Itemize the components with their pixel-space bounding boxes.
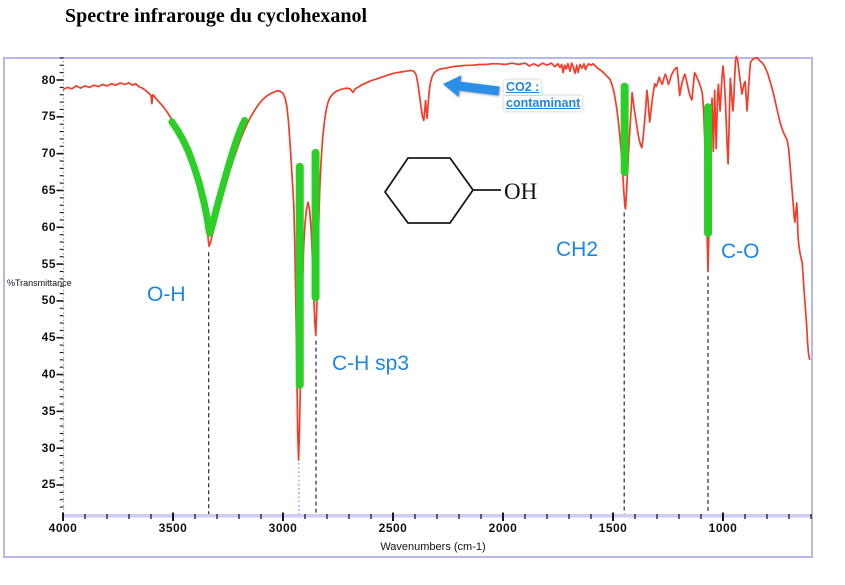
page-title: Spectre infrarouge du cyclohexanol [65,5,368,27]
y-tick-label-80: 80 [41,72,56,87]
y-tick-label-65: 65 [41,182,56,197]
co-peak-label: C-O [721,240,760,263]
y-tick-label-25: 25 [41,477,56,492]
y-axis-title: %Transmittance [7,278,72,288]
y-tick-label-75: 75 [41,109,56,124]
y-tick-label-50: 50 [41,293,56,308]
oh-peak-label: O-H [147,283,186,306]
y-tick-label-30: 30 [41,440,56,455]
x-tick-label-2000: 2000 [488,521,518,535]
chart-frame [3,57,813,558]
x-tick-label-4000: 4000 [48,521,78,535]
hydroxyl-group-label: OH [504,179,537,204]
y-tick-label-70: 70 [41,146,56,161]
co2-contaminant-note: CO2 : contaminant [504,80,583,112]
x-tick-label-1000: 1000 [708,521,738,535]
co2-note-line2: contaminant [504,96,583,111]
x-tick-label-3500: 3500 [158,521,188,535]
y-tick-label-35: 35 [41,403,56,418]
y-tick-label-55: 55 [41,256,56,271]
co2-note-line1: CO2 : [504,80,542,95]
x-tick-label-2500: 2500 [378,521,408,535]
peak-guide-lines [207,212,709,514]
x-tick-label-3000: 3000 [268,521,298,535]
ch2-peak-label: CH2 [556,238,599,261]
y-tick-label-45: 45 [41,330,56,345]
spectrum-curve [62,55,811,461]
axes-layer [56,57,812,521]
ir-transmittance-curve [62,55,811,461]
y-tick-label-60: 60 [41,219,56,234]
cyclohexane-ring [383,157,475,224]
x-tick-label-1500: 1500 [598,521,628,535]
ch-sp3-peak-label: C-H sp3 [332,352,410,375]
x-axis-title: Wavenumbers (cm-1) [380,541,486,553]
cyclohexanol-structure: OH [383,157,537,224]
co2-pointer-arrow-icon [443,75,500,97]
y-tick-label-40: 40 [41,367,56,382]
green-highlights [168,82,713,389]
oh-band-highlight [168,117,249,237]
